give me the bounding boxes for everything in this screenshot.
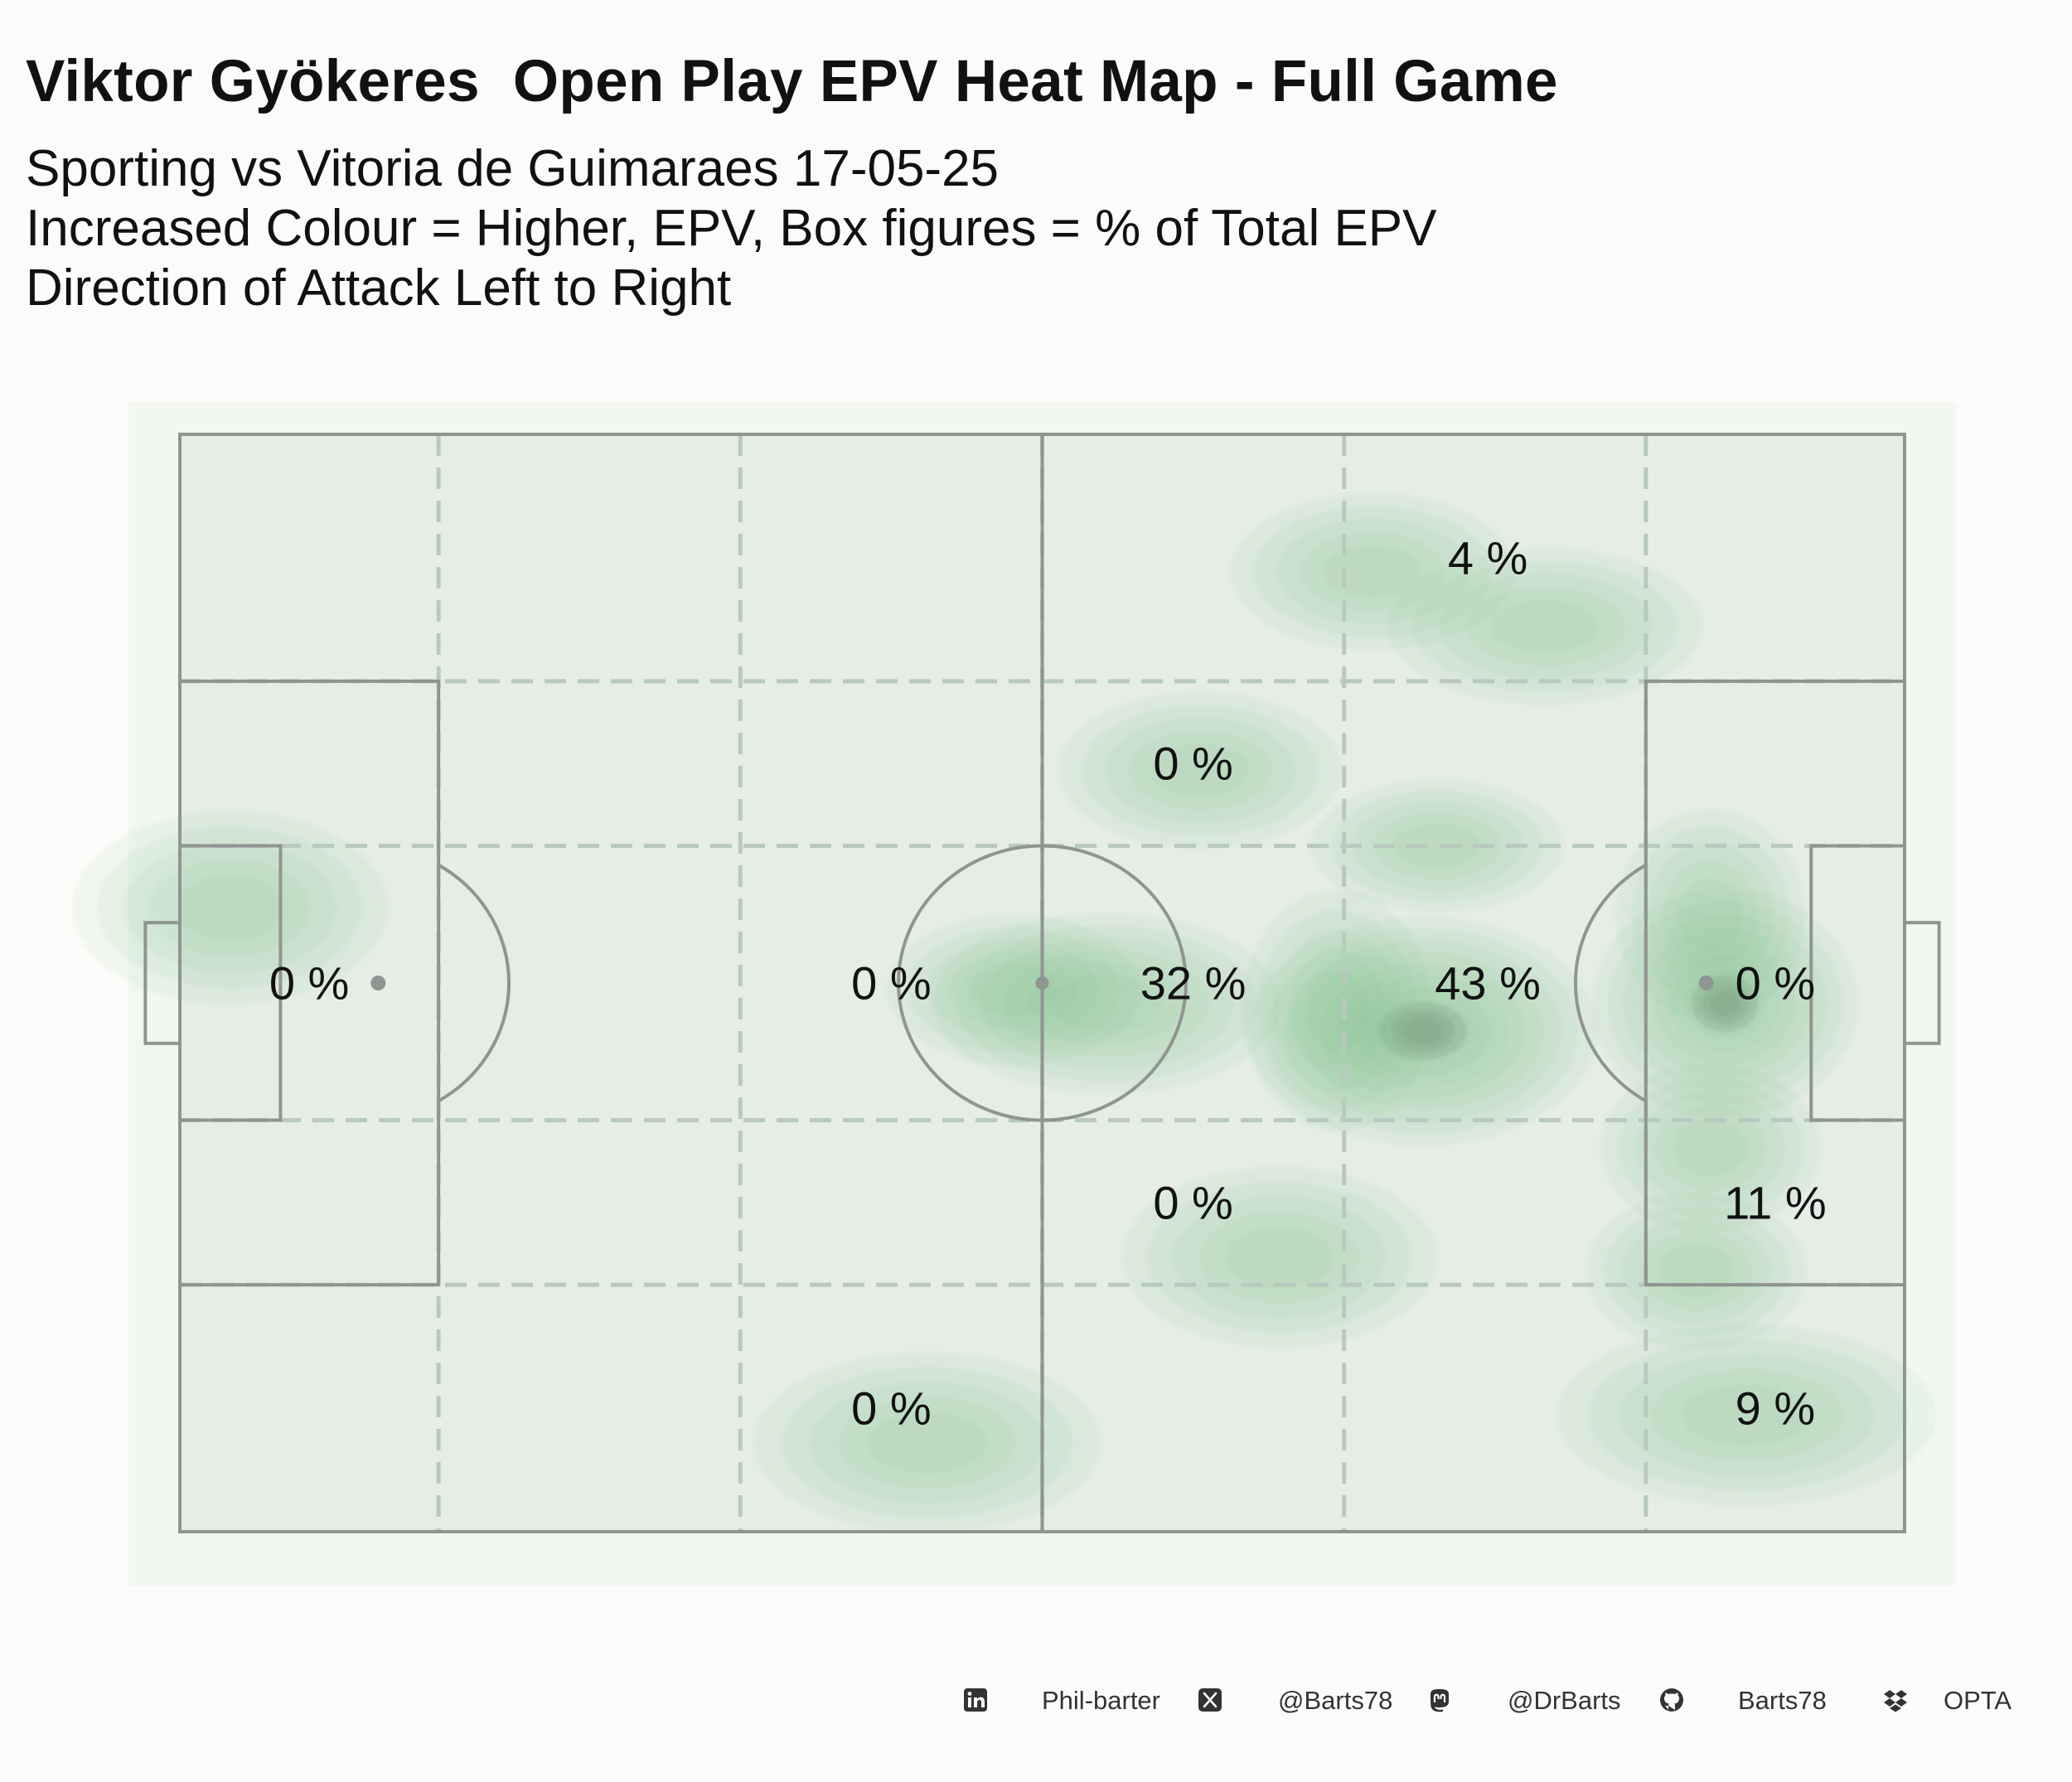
heat-contour	[1681, 1383, 1813, 1447]
x-handle[interactable]: @Barts78	[1278, 1686, 1393, 1715]
heat-blob	[1310, 779, 1565, 913]
heat-blob	[1058, 691, 1343, 850]
linkedin-handle[interactable]: Phil-barter	[1042, 1686, 1160, 1715]
heat-contour	[1304, 968, 1370, 1053]
heat-blob	[1242, 889, 1432, 1131]
zone-label: 9 %	[1736, 1383, 1816, 1435]
heat-blob	[887, 914, 1140, 1066]
zone-label: 0 %	[851, 957, 932, 1010]
subtitle-legend: Increased Colour = Higher, EPV, Box figu…	[26, 200, 1437, 257]
zone-label: 11 %	[1724, 1176, 1826, 1228]
zone-label: 43 %	[1435, 957, 1541, 1010]
subtitle-match: Sporting vs Vitoria de Guimaraes 17-05-2…	[26, 140, 1000, 197]
heat-contour	[1324, 544, 1422, 599]
penalty-spot-left	[370, 976, 386, 990]
zone-labels: 4 % 0 % 0 % 0 % 32 % 43 % 0 % 0 % 11 % 0 % 9 %	[269, 531, 1827, 1434]
footer-credits: Phil-barter @Barts78 @DrBarts Barts78 OP…	[953, 1683, 2031, 1724]
mastodon-icon[interactable]	[1427, 1688, 1452, 1712]
zone-label: 0 %	[1153, 738, 1233, 790]
pitch-markings	[143, 433, 1941, 1533]
heat-contour	[1490, 598, 1600, 654]
zone-label: 4 %	[1448, 531, 1528, 584]
github-icon[interactable]	[1659, 1688, 1684, 1712]
heat-contour	[1672, 1118, 1750, 1177]
chart-title: Viktor Gyökeres Open Play EPV Heat Map -…	[26, 49, 1558, 114]
linkedin-icon[interactable]	[963, 1688, 988, 1712]
heat-contour	[1677, 878, 1744, 952]
goal-right	[1903, 921, 1941, 1045]
heat-blob	[1387, 548, 1704, 705]
penalty-spot-right	[1698, 976, 1714, 990]
zone-label: 0 %	[1153, 1176, 1233, 1228]
centre-circle	[897, 844, 1188, 1122]
heat-blob	[71, 811, 389, 1005]
data-source: OPTA	[1944, 1686, 2012, 1715]
heat-contour	[1224, 1226, 1334, 1289]
heat-contour	[1393, 822, 1482, 869]
mastodon-handle[interactable]: @DrBarts	[1508, 1686, 1621, 1715]
goal-left	[143, 921, 182, 1045]
github-handle[interactable]: Barts78	[1738, 1686, 1827, 1715]
heat-contour	[1150, 743, 1250, 798]
heat-blob	[1121, 1166, 1438, 1349]
heat-blob	[1556, 1324, 1937, 1506]
zone-label: 0 %	[269, 957, 350, 1010]
heat-contour	[867, 1411, 988, 1475]
heat-contour	[970, 963, 1058, 1016]
heat-contour	[175, 874, 285, 942]
centre-spot	[1035, 976, 1049, 990]
zone-label: 32 %	[1140, 957, 1247, 1010]
penalty-arc-left	[438, 863, 511, 1103]
zone-label: 0 %	[851, 1383, 932, 1435]
x-twitter-icon[interactable]	[1198, 1688, 1222, 1712]
heat-blob	[1615, 808, 1806, 1020]
heat-blob	[753, 1352, 1101, 1533]
subtitle-direction: Direction of Attack Left to Right	[26, 259, 732, 317]
heat-contour	[1658, 1243, 1735, 1299]
zone-label: 0 %	[1736, 957, 1816, 1010]
penalty-arc-right	[1574, 863, 1647, 1103]
dropbox-icon[interactable]	[1883, 1688, 1908, 1712]
